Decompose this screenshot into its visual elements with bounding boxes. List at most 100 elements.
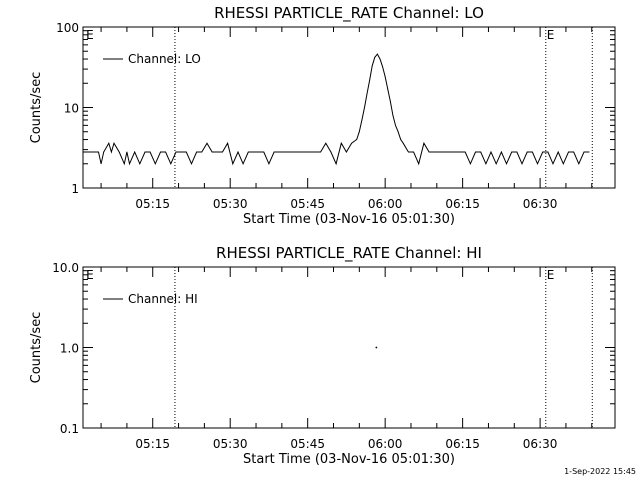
data-point [211, 151, 213, 153]
legend-label: Channel: HI [128, 292, 198, 306]
y-tick-label: 1 [71, 182, 79, 196]
data-point [304, 151, 306, 153]
data-point [402, 142, 404, 144]
series-line-lo [83, 53, 590, 166]
data-point [237, 151, 239, 153]
data-point [438, 151, 440, 153]
data-point [118, 151, 120, 153]
data-point [562, 163, 564, 165]
data-point [356, 139, 358, 140]
hi-channel-panel: RHESSI PARTICLE_RATE Channel: HI 0.1 1.0 10… [29, 244, 616, 467]
data-point [428, 151, 430, 153]
data-point [126, 151, 128, 153]
data-point [325, 142, 327, 144]
x-tick-label: 05:30 [213, 437, 248, 451]
data-point [526, 151, 528, 153]
data-point [588, 151, 590, 153]
data-point [366, 92, 368, 94]
y-axis-label: Counts/sec [29, 72, 44, 144]
data-point [418, 163, 420, 165]
data-point [247, 151, 249, 153]
data-point [583, 151, 585, 153]
y-tick-label: 1.0 [60, 342, 79, 356]
data-point [459, 151, 461, 153]
data-point [82, 151, 84, 153]
data-point [464, 151, 466, 153]
data-point [160, 151, 161, 153]
data-point [511, 151, 513, 153]
y-tick-label: 100 [56, 21, 79, 35]
data-point [201, 151, 203, 153]
data-point [552, 163, 554, 165]
x-tick-label: 06:00 [368, 197, 403, 211]
data-point [480, 151, 482, 153]
eclipse-marker-label: E [547, 268, 555, 282]
data-point [369, 79, 371, 81]
data-point [242, 163, 244, 165]
data-point [397, 131, 399, 133]
data-point [449, 151, 451, 153]
data-point [531, 151, 533, 153]
data-point [506, 163, 507, 165]
x-tick-label: 05:15 [135, 197, 170, 211]
data-point [284, 151, 285, 153]
x-tick-label: 05:30 [213, 197, 248, 211]
data-point [111, 151, 112, 153]
data-point [335, 163, 337, 165]
chart-title: RHESSI PARTICLE_RATE Channel: LO [214, 4, 484, 23]
data-point [547, 151, 549, 153]
x-tick-label: 06:15 [445, 437, 480, 451]
data-point [103, 151, 105, 153]
data-point [309, 151, 311, 153]
data-point [387, 88, 389, 90]
data-point [423, 142, 425, 144]
data-point [320, 151, 321, 153]
data-point [180, 151, 182, 153]
x-tick-label: 06:15 [445, 197, 480, 211]
x-tick-label: 05:45 [290, 197, 325, 211]
data-point [139, 163, 141, 165]
data-point [294, 151, 296, 153]
data-point [475, 151, 476, 153]
data-point [289, 151, 291, 153]
data-point [268, 163, 270, 165]
data-point [573, 151, 575, 153]
data-point [375, 346, 378, 349]
data-point [557, 151, 559, 153]
data-point [191, 163, 192, 165]
data-point [578, 163, 580, 165]
data-point [175, 151, 177, 153]
data-point [299, 151, 301, 153]
x-tick-label: 06:30 [523, 197, 558, 211]
data-point [206, 142, 208, 144]
data-point [315, 151, 316, 153]
data-point [263, 151, 265, 153]
data-point [490, 151, 492, 153]
data-point [374, 56, 376, 58]
x-axis-label: Start Time (03-Nov-16 05:01:30) [243, 212, 455, 227]
data-point [413, 151, 414, 153]
data-point [330, 151, 332, 153]
data-point [364, 107, 365, 108]
data-point [351, 142, 352, 144]
data-point [542, 151, 544, 153]
data-point [144, 151, 146, 153]
data-point [149, 151, 151, 153]
lo-channel-panel: RHESSI PARTICLE_RATE Channel: LO 1 10 100 05… [29, 4, 616, 227]
data-point [379, 58, 381, 60]
data-point [253, 151, 254, 153]
data-point [358, 131, 360, 133]
data-point [232, 163, 234, 165]
data-point [485, 163, 487, 165]
data-point [216, 151, 218, 153]
data-point [392, 114, 394, 116]
eclipse-marker-label: E [86, 268, 94, 282]
data-point [154, 163, 156, 165]
data-point [123, 163, 125, 165]
data-point [382, 66, 383, 68]
legend-label: Channel: LO [128, 52, 201, 66]
data-point [361, 119, 363, 121]
x-axis-label: Start Time (03-Nov-16 05:01:30) [243, 452, 455, 467]
y-tick-label: 0.1 [60, 422, 79, 436]
